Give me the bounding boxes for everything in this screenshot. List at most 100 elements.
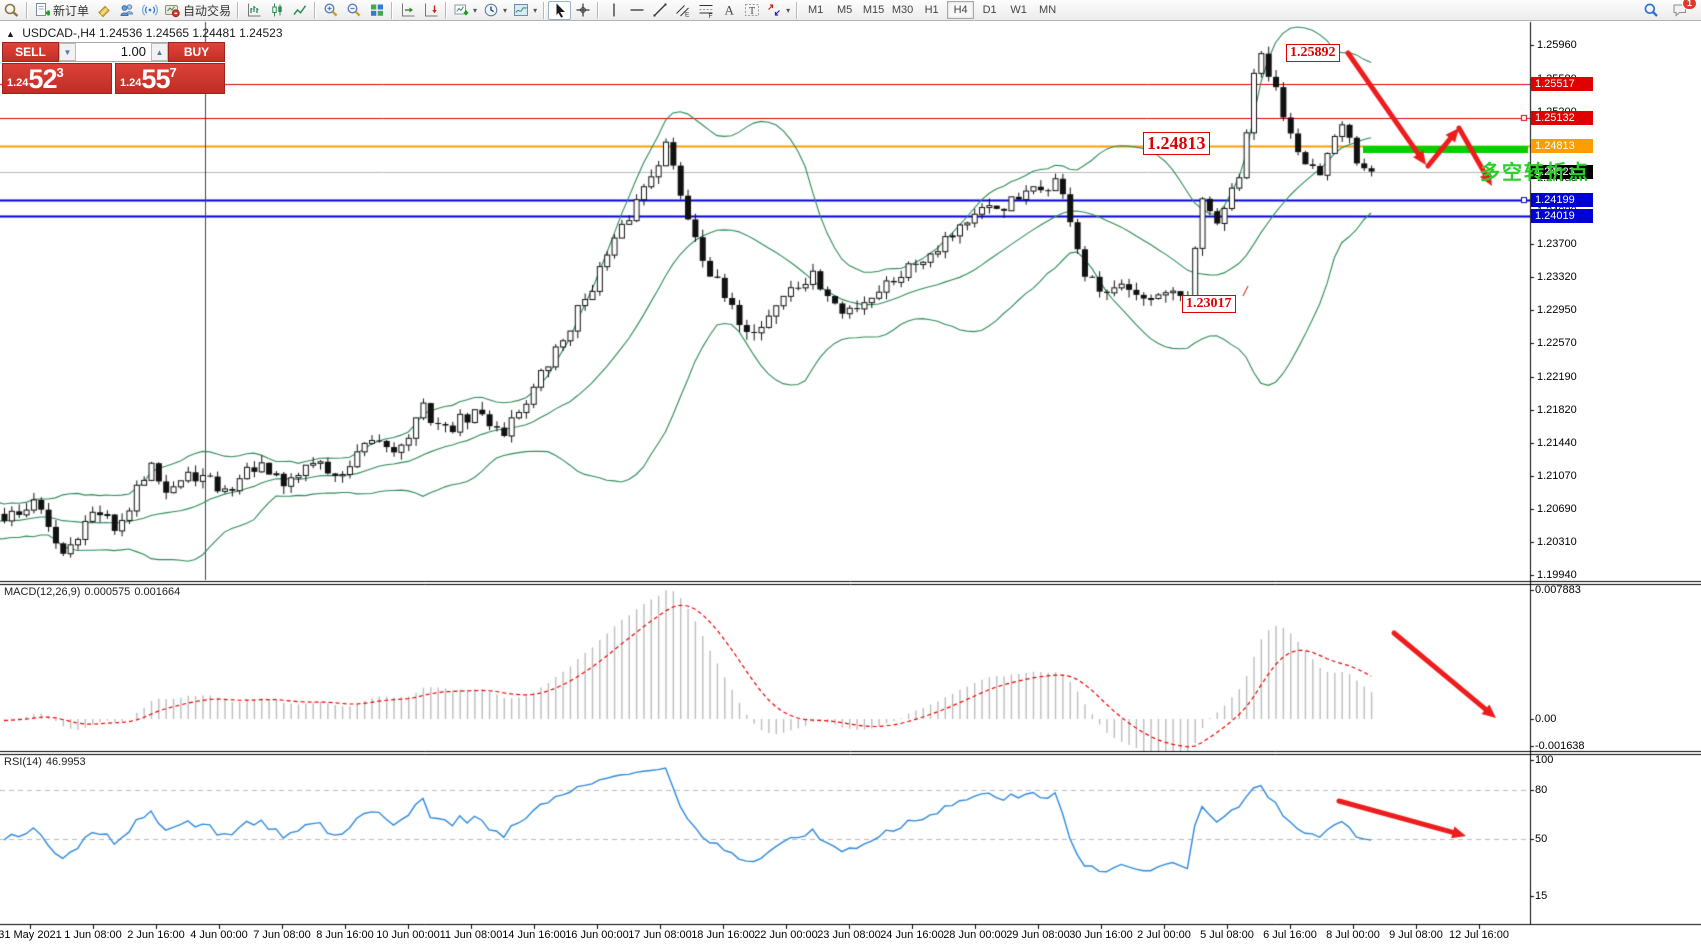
time-axis-tick: 31 May 2021 [0, 929, 62, 941]
volume-input[interactable]: 1.00 [76, 43, 151, 61]
sell-button[interactable]: SELL [2, 42, 59, 62]
period-icon [483, 2, 499, 18]
new-order-button[interactable]: 新订单 [31, 1, 92, 20]
svg-text:E: E [685, 12, 690, 19]
time-axis-tick: 2 Jul 00:00 [1137, 929, 1191, 941]
timeframe-w1-button[interactable]: W1 [1010, 4, 1027, 16]
indicator-axis-tick: 100 [1535, 754, 1554, 766]
sell-price-sup: 3 [56, 65, 64, 80]
vertical-line-button[interactable] [602, 1, 625, 20]
zoom-in-button[interactable] [319, 1, 342, 20]
svg-text:A: A [724, 3, 734, 18]
symbol-title: ▲ USDCAD-,H4 1.24536 1.24565 1.24481 1.2… [6, 26, 283, 40]
volume-decrease-button[interactable]: ▼ [59, 43, 76, 61]
tile-windows-button[interactable] [365, 1, 388, 20]
toolbar-separator [314, 1, 317, 19]
time-axis-tick: 18 Jun 16:00 [691, 929, 755, 941]
toolbar-separator [597, 1, 600, 19]
chart-symbol-button[interactable] [0, 1, 23, 20]
buy-price-small: 1.24 [120, 77, 142, 89]
price-line-tag-1.24019[interactable]: 1.24019 [1531, 208, 1593, 223]
ohlc-close: 1.24523 [239, 26, 283, 40]
zoom-out-button[interactable] [342, 1, 365, 20]
price-axis-tick: 1.21820 [1537, 403, 1577, 416]
price-line-tag-1.24813[interactable]: 1.24813 [1531, 139, 1593, 154]
buy-button[interactable]: BUY [168, 42, 225, 62]
timeframe-m15-button[interactable]: M15 [862, 4, 885, 16]
toolbar-separator [543, 1, 546, 19]
trendline-button[interactable] [648, 1, 671, 20]
price-line-tag-1.24199[interactable]: 1.24199 [1531, 193, 1593, 208]
period-button[interactable]: ▾ [480, 1, 510, 20]
time-axis-tick: 23 Jun 08:00 [817, 929, 881, 941]
annotation-price-label-1.24813[interactable]: 1.24813 [1143, 132, 1210, 155]
annotation-price-label-1.23017[interactable]: 1.23017 [1182, 295, 1236, 314]
bar-chart-button[interactable] [242, 1, 265, 20]
collapse-triangle-icon[interactable]: ▲ [6, 29, 15, 39]
chart-shift-button[interactable] [396, 1, 419, 20]
indicator-axis-tick: 15 [1535, 890, 1548, 902]
time-axis-tick: 1 Jun 08:00 [64, 929, 122, 941]
indicator-axis-tick: 0.007883 [1535, 584, 1581, 596]
timeframe-m5-button[interactable]: M5 [836, 4, 853, 16]
time-axis-tick: 9 Jul 08:00 [1389, 929, 1443, 941]
autotrading-label: 自动交易 [183, 3, 232, 18]
auto-scroll-button[interactable] [419, 1, 442, 20]
toolbar-separator [391, 1, 394, 19]
indicator-axis-tick: -0.001638 [1535, 740, 1585, 752]
time-axis-tick: 12 Jul 16:00 [1449, 929, 1509, 941]
zoom-out-icon [346, 2, 362, 18]
price-axis-tick: 1.19940 [1537, 569, 1577, 581]
sell-quote[interactable]: 1.24 52 3 [2, 63, 112, 94]
price-axis-tick: 1.21070 [1537, 469, 1577, 482]
text-icon: A [721, 2, 737, 18]
text-button[interactable]: A [717, 1, 740, 20]
equidistant-channel-button[interactable]: E [671, 1, 694, 20]
eraser-button[interactable] [92, 1, 115, 20]
sell-price-big: 52 [28, 64, 57, 94]
annotation-price-label-1.25892[interactable]: 1.25892 [1286, 44, 1340, 63]
horizontal-line-button[interactable] [625, 1, 648, 20]
timeframe-m1-button[interactable]: M1 [807, 4, 824, 16]
autotrading-button[interactable]: 自动交易 [161, 1, 234, 20]
template-button[interactable]: ▾ [510, 1, 540, 20]
annotation-text-label[interactable]: 多空转折点 [1480, 162, 1590, 184]
price-line-tag-1.25517[interactable]: 1.25517 [1531, 77, 1593, 92]
arrows-button[interactable]: ▾ [763, 1, 793, 20]
current-price-tag: 1.24523 [1531, 164, 1593, 179]
price-line-tag-1.25132[interactable]: 1.25132 [1531, 110, 1593, 125]
trendline-icon [652, 2, 668, 18]
cursor-button[interactable] [548, 0, 572, 20]
signal-button[interactable] [138, 1, 161, 20]
timeframe-m30-button[interactable]: M30 [891, 4, 914, 16]
timeframe-h1-button[interactable]: H1 [924, 4, 939, 16]
toolbar-separator [445, 1, 448, 19]
fibonacci-button[interactable]: F [694, 1, 717, 20]
timeframe-d1-button[interactable]: D1 [982, 4, 997, 16]
signal-icon [141, 2, 158, 18]
line-chart-button[interactable] [288, 1, 311, 20]
search-button[interactable] [1639, 1, 1662, 20]
template-icon [513, 2, 529, 18]
candlestick-chart-button[interactable] [265, 1, 288, 20]
notification-badge: 1 [1681, 0, 1697, 10]
horizontal-line-icon [629, 2, 645, 18]
time-axis-tick: 14 Jun 16:00 [502, 929, 566, 941]
ohlc-open: 1.24536 [98, 26, 143, 40]
timeframe-h4-button[interactable]: H4 [947, 1, 975, 19]
toolbar-separator [26, 1, 28, 19]
new-chart-button[interactable]: ▾ [450, 1, 480, 20]
chat-button[interactable]: 1 [1668, 0, 1697, 20]
accounts-button[interactable] [115, 1, 138, 20]
crosshair-button[interactable] [571, 1, 594, 20]
cursor-icon [552, 2, 568, 18]
timeframe-mn-button[interactable]: MN [1039, 4, 1057, 16]
text-label-icon: T [744, 2, 760, 18]
volume-increase-button[interactable]: ▲ [151, 43, 168, 61]
price-axis-tick: 1.22570 [1537, 337, 1577, 350]
time-axis-tick: 11 Jun 08:00 [439, 929, 503, 941]
vertical-line-icon [606, 2, 622, 18]
text-label-button[interactable]: T [740, 1, 763, 20]
buy-quote[interactable]: 1.24 55 7 [115, 63, 225, 94]
